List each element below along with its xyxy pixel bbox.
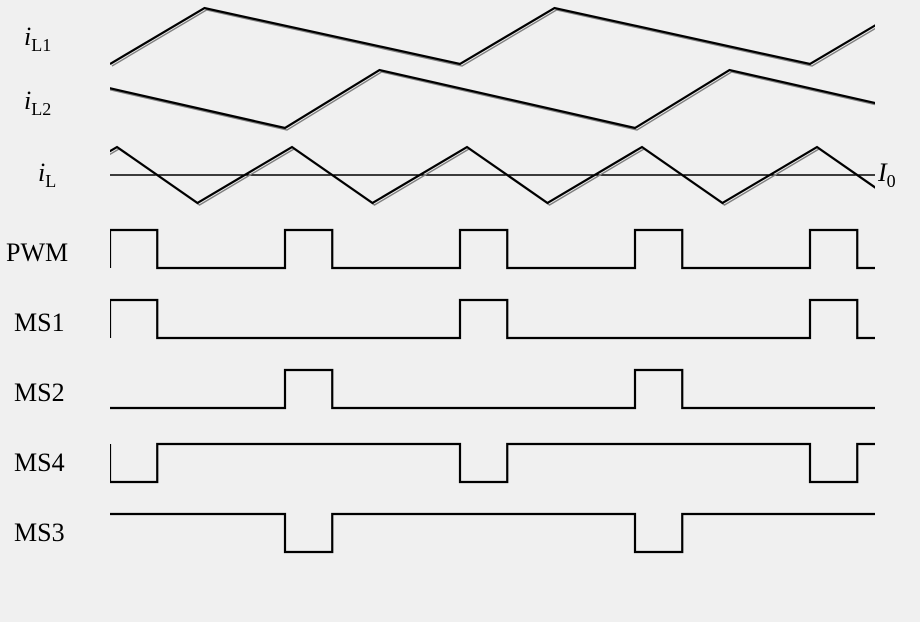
label-I0: I0 <box>878 158 896 192</box>
label-iL: iL <box>38 158 56 192</box>
label-iL-sub: L <box>45 171 56 191</box>
timing-diagram <box>0 0 920 622</box>
label-iL1: iL1 <box>24 22 51 56</box>
label-iL2-sub: L2 <box>31 99 51 119</box>
label-MS2: MS2 <box>14 378 65 408</box>
label-I0-sub: 0 <box>887 171 896 191</box>
label-iL1-sub: L1 <box>31 35 51 55</box>
label-PWM: PWM <box>6 238 68 268</box>
label-I0-var: I <box>878 158 887 187</box>
label-iL2: iL2 <box>24 86 51 120</box>
label-MS3: MS3 <box>14 518 65 548</box>
label-MS4: MS4 <box>14 448 65 478</box>
label-MS1: MS1 <box>14 308 65 338</box>
